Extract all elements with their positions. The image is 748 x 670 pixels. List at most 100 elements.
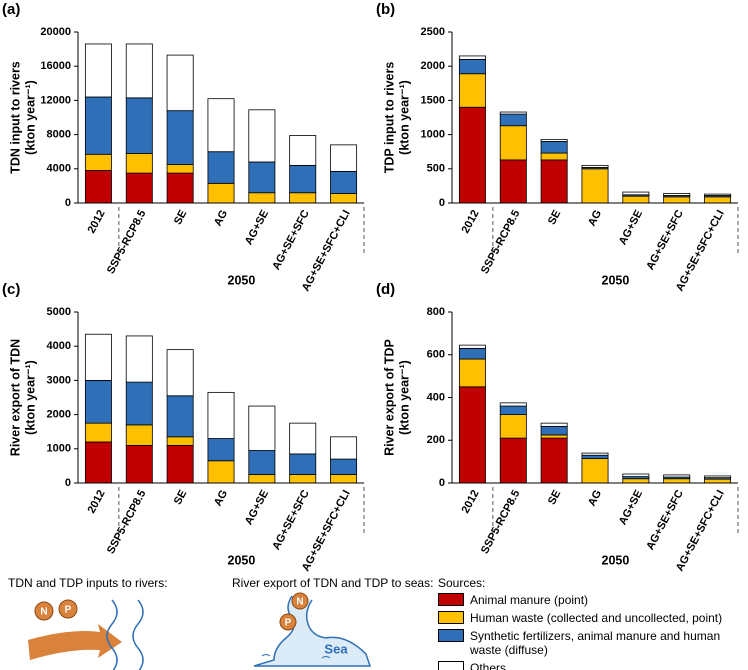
bar-segment — [84, 170, 112, 204]
y-tick-label: 0 — [439, 477, 445, 489]
legend-item: Synthetic fertilizers, animal manure and… — [438, 629, 746, 657]
legend-item: Others — [438, 661, 746, 670]
bar-segment — [581, 458, 609, 484]
x-tick-label: 2012 — [86, 208, 108, 235]
bar-segment — [248, 474, 276, 484]
bar-segment — [330, 436, 358, 460]
bar-segment — [458, 55, 486, 60]
bar-segment — [330, 474, 358, 484]
bar-segment — [125, 153, 153, 174]
y-tick-label: 0 — [65, 477, 71, 489]
p-label: P — [65, 605, 72, 616]
bar-segment — [125, 335, 153, 383]
bar-segment — [207, 391, 235, 439]
bar-segment — [330, 458, 358, 475]
x-tick-label: AG+SE+SFC — [270, 488, 312, 552]
bar-segment — [458, 358, 486, 388]
bar-segment — [458, 344, 486, 349]
x-tick-label: SE — [172, 208, 189, 227]
group-label: 2050 — [228, 273, 256, 287]
y-axis-label: (kton year⁻¹) — [23, 80, 37, 155]
y-axis-label: (kton year⁻¹) — [397, 80, 411, 155]
bar-segment — [622, 191, 650, 196]
bar-segment — [330, 170, 358, 194]
legend-label: Human waste (collected and uncollected, … — [470, 611, 723, 625]
bar-segment — [499, 113, 527, 127]
inputs-illustration: N P — [28, 599, 144, 670]
bar-segment — [289, 164, 317, 194]
y-tick-label: 16000 — [40, 60, 71, 72]
bar-segment — [125, 172, 153, 204]
y-tick-label: 500 — [427, 163, 445, 175]
bar-segment — [704, 196, 732, 204]
bar-segment — [499, 159, 527, 204]
bar-segment — [248, 192, 276, 204]
legend-label: Synthetic fertilizers, animal manure and… — [470, 629, 721, 657]
export-illustration: N P Sea — [253, 592, 372, 667]
legend-swatch — [438, 661, 464, 670]
y-tick-label: 2500 — [421, 26, 445, 38]
y-axis-label: (kton year⁻¹) — [23, 360, 37, 435]
y-tick-label: 200 — [427, 434, 445, 446]
bar-segment — [289, 135, 317, 166]
y-axis-label: TDP input to rivers — [382, 62, 396, 174]
bar-segment — [84, 96, 112, 155]
x-tick-label: SSP5-RCP8.5 — [479, 208, 523, 276]
bar-segment — [125, 43, 153, 99]
y-tick-label: 2000 — [47, 409, 71, 421]
bar-segment — [166, 110, 194, 165]
x-tick-label: 2012 — [460, 208, 482, 235]
bar-segment — [704, 478, 732, 484]
y-axis-label: River export of TDP — [382, 339, 396, 456]
bar-segment — [166, 54, 194, 112]
x-tick-label: AG+SE — [243, 488, 271, 527]
y-tick-label: 12000 — [40, 94, 71, 106]
x-tick-label: 2012 — [460, 488, 482, 515]
y-axis-label: (kton year⁻¹) — [397, 360, 411, 435]
legend-swatch — [438, 593, 464, 606]
bar-segment — [207, 438, 235, 462]
bar-segment — [663, 196, 691, 204]
sea-label: Sea — [324, 641, 348, 656]
legend: Sources: Animal manure (point) Human wast… — [438, 576, 746, 670]
legend-item: Human waste (collected and uncollected, … — [438, 611, 746, 625]
group-label: 2050 — [602, 273, 630, 287]
bar-segment — [207, 460, 235, 484]
bar-segment — [125, 444, 153, 484]
bar-segment — [207, 182, 235, 204]
bar-segment — [125, 424, 153, 446]
bar-segment — [540, 434, 568, 439]
bar-segment — [84, 43, 112, 98]
bar-segment — [248, 405, 276, 451]
bar-segment — [289, 474, 317, 484]
bar-segment — [581, 168, 609, 204]
legend-label: Animal manure (point) — [470, 593, 589, 607]
legend-label: Others — [470, 661, 507, 670]
bar-segment — [704, 475, 732, 479]
bar-segment — [540, 138, 568, 142]
legend-swatch — [438, 629, 464, 642]
x-tick-label: AG — [586, 488, 604, 508]
x-tick-label: AG+SE+SFC — [270, 208, 312, 272]
bar-segment — [540, 152, 568, 161]
x-tick-label: AG+SE+SFC — [644, 488, 686, 552]
panel-label: (c) — [2, 281, 20, 298]
y-tick-label: 2000 — [421, 60, 445, 72]
bar-segment — [125, 97, 153, 154]
bar-segment — [289, 192, 317, 204]
bar-segment — [289, 453, 317, 475]
x-tick-label: SE — [546, 208, 563, 227]
x-tick-label: AG+SE+SFC — [644, 208, 686, 272]
legend-title: Sources: — [438, 576, 486, 590]
x-tick-label: AG+SE — [617, 208, 645, 247]
bar-segment — [581, 164, 609, 168]
n-label: N — [296, 597, 303, 608]
bar-segment — [704, 193, 732, 196]
y-axis-label: River export of TDN — [8, 339, 22, 456]
bar-segment — [166, 172, 194, 204]
x-tick-label: SSP5-RCP8.5 — [479, 488, 523, 556]
y-tick-label: 4000 — [47, 340, 71, 352]
legend-swatch — [438, 611, 464, 624]
bar-segment — [166, 395, 194, 438]
